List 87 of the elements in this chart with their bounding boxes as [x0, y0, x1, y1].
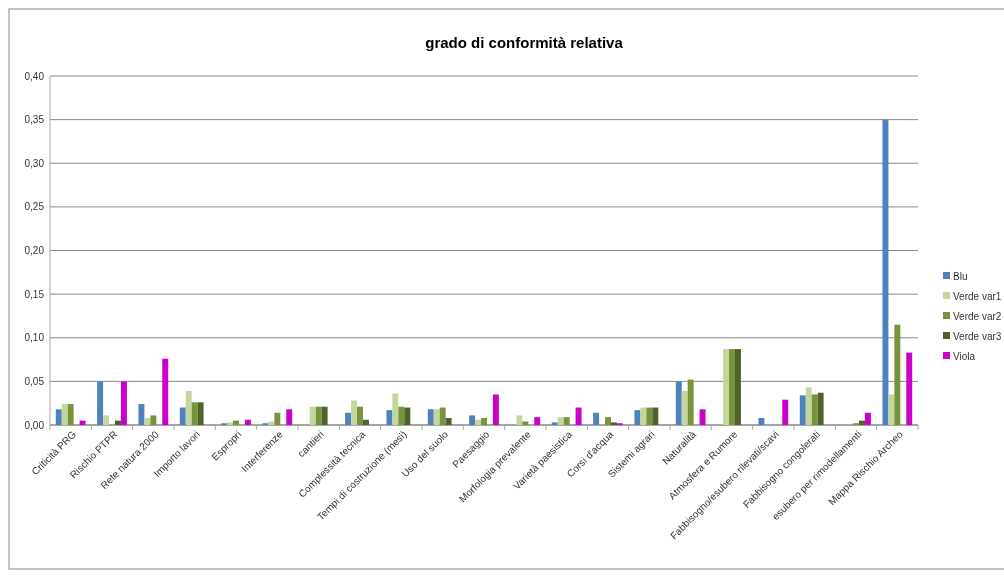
bar [811, 394, 818, 425]
bar [79, 420, 86, 425]
bar [882, 119, 889, 425]
bar [758, 418, 765, 425]
chart-title: grado di conformità relativa [425, 34, 624, 51]
bar [162, 358, 169, 425]
bar [888, 394, 895, 425]
bar [858, 420, 865, 425]
bar [799, 395, 806, 425]
bar [805, 387, 812, 425]
bar [191, 402, 198, 425]
bar [652, 407, 659, 425]
bar [575, 407, 582, 425]
bar [894, 324, 901, 425]
bar [392, 393, 399, 425]
y-tick-label: 0,40 [24, 70, 45, 82]
bar [286, 409, 293, 425]
bar [427, 409, 434, 425]
bar [699, 409, 706, 425]
bar [185, 390, 192, 425]
y-tick-label: 0,00 [24, 419, 45, 431]
legend-label: Verde var3 [953, 330, 1002, 342]
bar [362, 419, 369, 425]
bar [398, 406, 405, 425]
bar [782, 399, 789, 425]
bar [675, 381, 682, 425]
bar [864, 412, 871, 425]
bar [634, 410, 641, 425]
bar [144, 418, 151, 425]
bar [138, 404, 145, 425]
y-tick-label: 0,05 [24, 375, 45, 387]
bar [481, 418, 487, 425]
bar [150, 415, 157, 425]
bar [351, 400, 358, 425]
bar [386, 410, 393, 425]
bar [445, 418, 452, 425]
bar [723, 349, 730, 425]
bar [605, 417, 611, 425]
legend-label: Viola [953, 350, 976, 362]
legend-label: Verde var1 [953, 290, 1002, 302]
bar [61, 404, 68, 425]
bar [534, 417, 541, 425]
bar [640, 407, 647, 425]
bar [120, 381, 127, 425]
bar [687, 379, 694, 425]
legend-label: Blu [953, 270, 968, 282]
bar [103, 415, 110, 425]
bar [475, 419, 482, 425]
bar [179, 407, 186, 425]
bar [233, 420, 239, 425]
y-tick-label: 0,10 [24, 332, 45, 344]
bar [315, 406, 322, 425]
bar [551, 422, 558, 425]
y-tick-label: 0,25 [24, 201, 45, 213]
bar [345, 412, 352, 425]
bar [469, 415, 476, 425]
bar [593, 412, 600, 425]
bar [906, 352, 913, 425]
bar [309, 406, 316, 425]
bar [197, 402, 204, 425]
bar [67, 404, 74, 425]
bar [563, 417, 570, 425]
bar [404, 407, 411, 425]
bar [97, 381, 104, 425]
legend-label: Verde var2 [953, 310, 1002, 322]
bar [817, 392, 824, 425]
bar [681, 390, 688, 425]
bar [439, 407, 446, 425]
bar [274, 412, 281, 425]
y-tick-label: 0,15 [24, 288, 45, 300]
bar [557, 417, 564, 425]
bar [646, 407, 653, 425]
bar [227, 422, 234, 425]
y-tick-label: 0,20 [24, 245, 45, 256]
bar [516, 415, 523, 425]
y-tick-label: 0,35 [24, 114, 45, 126]
bar [321, 406, 328, 425]
bar [244, 419, 251, 425]
bar [734, 349, 741, 425]
bar [729, 349, 735, 425]
bar [610, 422, 617, 425]
bar [357, 406, 363, 425]
bar [114, 420, 121, 425]
bar [433, 409, 440, 425]
bar [55, 409, 62, 425]
bar [492, 394, 499, 425]
y-tick-label: 0,30 [24, 157, 45, 169]
